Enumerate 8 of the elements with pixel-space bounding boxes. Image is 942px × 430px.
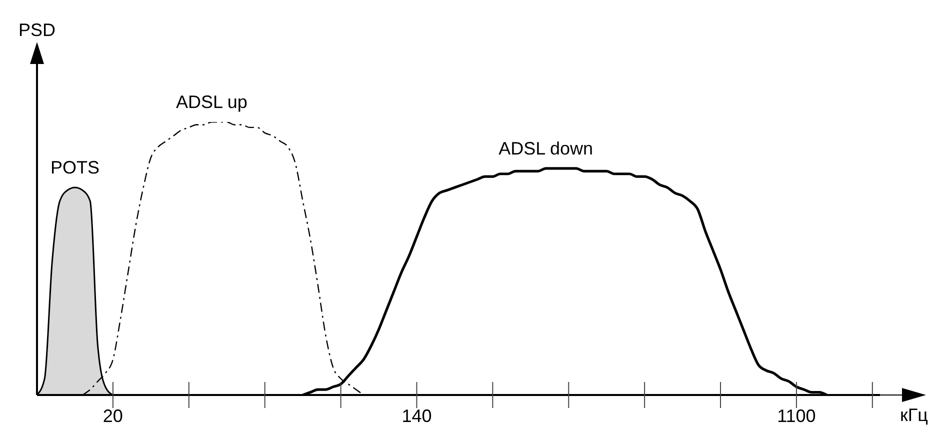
x-tick-label: 1100 bbox=[777, 406, 816, 426]
x-axis-title: кГц bbox=[900, 405, 928, 425]
y-axis-title: PSD bbox=[18, 20, 56, 40]
series-label: ADSL down bbox=[498, 138, 594, 158]
x-tick-label: 20 bbox=[102, 406, 123, 426]
x-tick-label: 140 bbox=[402, 406, 432, 426]
series-label: ADSL up bbox=[176, 92, 248, 112]
series-label: POTS bbox=[50, 158, 100, 178]
